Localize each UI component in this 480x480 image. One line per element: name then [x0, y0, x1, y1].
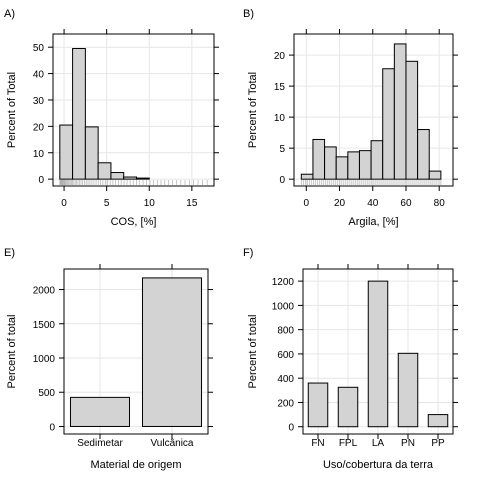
x-tick-label: 0 [304, 198, 310, 209]
panel-a: A) 0 10 20 30 40 50 0 5 10 15 COS, [%] Percent of T… [4, 8, 219, 228]
x-tick-label: PP [431, 438, 445, 449]
x-axis-title: Uso/cobertura da terra [323, 459, 434, 471]
x-tick-label: FN [311, 438, 324, 449]
y-tick-label: 30 [33, 96, 45, 107]
x-axis-title: COS, [%] [111, 216, 157, 228]
x-tick-label: 20 [334, 198, 346, 209]
histogram-bar [97, 162, 112, 180]
histogram-bar [110, 172, 125, 180]
y-tick-label: 400 [277, 374, 294, 385]
y-tick-label: 0 [38, 175, 44, 186]
panel-label-f: F) [243, 247, 253, 259]
y-tick-label: 40 [33, 70, 45, 81]
y-tick-label: 0 [288, 423, 294, 434]
histogram-bar [324, 146, 337, 180]
histogram-bar [300, 173, 314, 180]
bar-la [367, 280, 389, 428]
y-axis-title: Percent of Total [6, 72, 18, 148]
bar-sedimetar [69, 396, 131, 427]
x-tick-label: Vulcânica [151, 438, 194, 449]
y-tick-label: 600 [277, 350, 294, 361]
histogram-bar [405, 60, 419, 180]
histogram-bar [370, 140, 384, 180]
y-tick-label: 50 [33, 43, 45, 54]
bar-pn [397, 352, 419, 428]
histogram-bar [347, 151, 360, 180]
y-axis-title: Percent of total [6, 315, 18, 389]
histogram-bar [72, 48, 86, 180]
x-tick-label: 80 [434, 198, 446, 209]
y-tick-label: 1200 [272, 277, 295, 288]
histogram-bar [358, 150, 372, 180]
y-tick-label: 0 [49, 422, 55, 433]
chart-material-origem: 0 500 1000 1500 2000 Sedimetar Vulcânica Materi… [6, 264, 213, 471]
chart-uso-cobertura: 0 200 400 600 800 1000 1200 FN FPL LA PN PP Uso/cobe… [247, 264, 458, 471]
histogram-bar [335, 156, 349, 180]
histogram-bar [123, 176, 137, 180]
panel-f: F) 0 200 400 600 800 1000 1200 FN FPL LA PN PP Uso/c… [243, 247, 458, 471]
bar-fn [307, 382, 329, 428]
y-axis-title: Percent of Total [247, 72, 259, 148]
chart-cos-histogram: 0 10 20 30 40 50 0 5 10 15 COS, [%] Percent of Tota… [6, 29, 219, 228]
x-tick-label: 10 [144, 198, 156, 209]
y-tick-label: 1500 [33, 320, 56, 331]
histogram-bar [393, 43, 407, 180]
y-tick-label: 800 [277, 326, 294, 337]
y-tick-label: 5 [279, 144, 285, 155]
x-tick-label: LA [372, 438, 385, 449]
chart-argila-histogram: 0 5 10 15 20 0 20 40 60 80 Argila, [%] Percent of T… [247, 29, 458, 228]
panel-b: B) 0 5 10 15 20 0 20 40 60 80 Argila, [%] Percent o… [243, 8, 458, 228]
x-tick-label: 60 [400, 198, 412, 209]
plot-frame [293, 33, 454, 187]
x-tick-label: Sedimetar [77, 438, 123, 449]
histogram-bar [135, 177, 150, 180]
x-tick-label: 0 [61, 198, 67, 209]
panel-e: E) 0 500 1000 1500 2000 Sedimetar Vulcânica Mat… [4, 247, 213, 471]
x-tick-label: PN [401, 438, 415, 449]
y-tick-label: 10 [33, 149, 45, 160]
bar-pp [427, 414, 449, 428]
panel-label-a: A) [4, 8, 15, 20]
panel-label-e: E) [4, 247, 15, 259]
y-tick-label: 1000 [33, 354, 56, 365]
y-tick-label: 0 [279, 175, 285, 186]
histogram-bar [59, 124, 74, 180]
histogram-bar [382, 68, 395, 180]
histogram-bar [84, 126, 99, 180]
histogram-bar [312, 138, 326, 180]
y-tick-label: 1000 [272, 301, 295, 312]
y-tick-label: 2000 [33, 286, 56, 297]
x-tick-label: 40 [367, 198, 379, 209]
x-axis-title: Material de origem [90, 459, 181, 471]
rug-marks [300, 180, 442, 185]
plot-frame [52, 33, 215, 187]
panel-label-b: B) [243, 8, 254, 20]
y-tick-label: 200 [277, 398, 294, 409]
x-tick-label: 5 [104, 198, 110, 209]
y-tick-label: 15 [274, 82, 286, 93]
x-axis-title: Argila, [%] [348, 216, 398, 228]
y-tick-label: 500 [38, 388, 55, 399]
histogram-bar [417, 129, 430, 180]
plot-frame [63, 268, 209, 435]
y-tick-label: 10 [274, 113, 286, 124]
histogram-bar [428, 170, 442, 180]
y-axis-title: Percent of total [247, 315, 259, 389]
x-tick-label: FPL [339, 438, 358, 449]
y-tick-label: 20 [274, 51, 286, 62]
bar-fpl [337, 386, 359, 428]
y-tick-label: 20 [33, 122, 45, 133]
rug-marks [59, 180, 208, 185]
x-tick-label: 15 [186, 198, 198, 209]
bar-vulca-nica [141, 277, 203, 427]
